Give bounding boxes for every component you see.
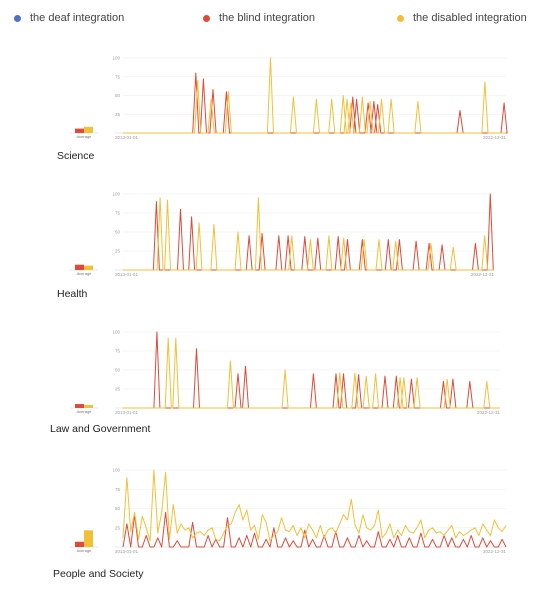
average-bar-blind [75, 264, 84, 270]
series-line-blind [123, 72, 508, 134]
y-tick-label: 25 [115, 525, 121, 530]
average-label: Average [77, 134, 93, 139]
y-tick-label: 75 [115, 487, 121, 492]
x-tick-label-start: 2013-01-01 [115, 272, 139, 277]
x-tick-label-end: 2022-12-31 [477, 410, 501, 415]
average-bar-disabled [84, 530, 93, 547]
y-tick-label: 100 [112, 468, 120, 473]
series-line-disabled [123, 197, 494, 271]
y-tick-label: 100 [112, 192, 120, 197]
average-bar-blind [75, 541, 84, 547]
chart-panel-science: 25 50 75 100 2013-01-01 2022-12-31 Average Sci… [0, 48, 537, 168]
legend-dot-deaf [14, 14, 21, 22]
average-bar-disabled [84, 126, 93, 133]
x-tick-label-end: 2022-12-31 [471, 272, 495, 277]
x-tick-label-start: 2013-01-01 [115, 549, 139, 554]
y-tick-label: 75 [115, 349, 121, 354]
chart-legend: the deaf integration the blind integrati… [0, 12, 537, 28]
x-tick-label-start: 2013-01-01 [115, 135, 139, 140]
legend-item-disabled[interactable]: the disabled integration [397, 12, 527, 24]
legend-item-blind[interactable]: the blind integration [203, 12, 315, 24]
legend-label-blind: the blind integration [219, 12, 316, 24]
x-tick-label-start: 2013-01-01 [115, 410, 139, 415]
y-tick-label: 75 [115, 211, 121, 216]
legend-label-disabled: the disabled integration [413, 12, 527, 24]
panel-title-science: Science [57, 150, 95, 162]
chart-panel-health: 25 50 75 100 2013-01-01 2022-12-31 Average Hea… [0, 186, 537, 306]
y-tick-label: 75 [115, 74, 121, 79]
average-bar-disabled [84, 404, 93, 408]
panel-title-law-government: Law and Government [50, 423, 151, 435]
y-tick-label: 25 [115, 387, 121, 392]
y-tick-label: 25 [115, 112, 121, 117]
chart-science: 25 50 75 100 2013-01-01 2022-12-31 Average [70, 56, 508, 140]
average-label: Average [77, 409, 93, 414]
chart-health: 25 50 75 100 2013-01-01 2022-12-31 Average [70, 192, 495, 277]
series-line-disabled [123, 337, 500, 409]
series-line-disabled [123, 57, 506, 134]
y-tick-label: 50 [115, 93, 121, 98]
panel-title-health: Health [57, 288, 88, 300]
series-line-blind [122, 511, 507, 548]
average-label: Average [77, 271, 93, 276]
legend-dot-blind [203, 14, 210, 22]
series-line-disabled [122, 469, 507, 542]
y-tick-label: 50 [115, 506, 121, 511]
x-tick-label-end: 2022-12-31 [483, 135, 507, 140]
average-bar-blind [75, 404, 84, 408]
legend-item-deaf[interactable]: the deaf integration [14, 12, 124, 24]
y-tick-label: 100 [112, 56, 120, 61]
legend-dot-disabled [397, 14, 404, 22]
chart-panel-law-government: 25 50 75 100 2013-01-01 2022-12-31 Average Law… [0, 324, 537, 439]
chart-people-society: 25 50 75 100 2013-01-01 2022-12-31 Average [70, 468, 507, 554]
average-bar-blind [75, 128, 84, 133]
y-tick-label: 25 [115, 249, 121, 254]
y-tick-label: 50 [115, 230, 121, 235]
x-tick-label-end: 2022-12-31 [483, 549, 507, 554]
y-tick-label: 100 [112, 330, 120, 335]
y-tick-label: 50 [115, 368, 121, 373]
panel-title-people-society: People and Society [53, 568, 144, 580]
chart-law-government: 25 50 75 100 2013-01-01 2022-12-31 Average [70, 330, 501, 415]
legend-label-deaf: the deaf integration [30, 12, 125, 24]
chart-panel-people-society: 25 50 75 100 2013-01-01 2022-12-31 Average Peo… [0, 462, 537, 587]
average-bar-disabled [84, 265, 93, 270]
average-label: Average [77, 548, 93, 553]
